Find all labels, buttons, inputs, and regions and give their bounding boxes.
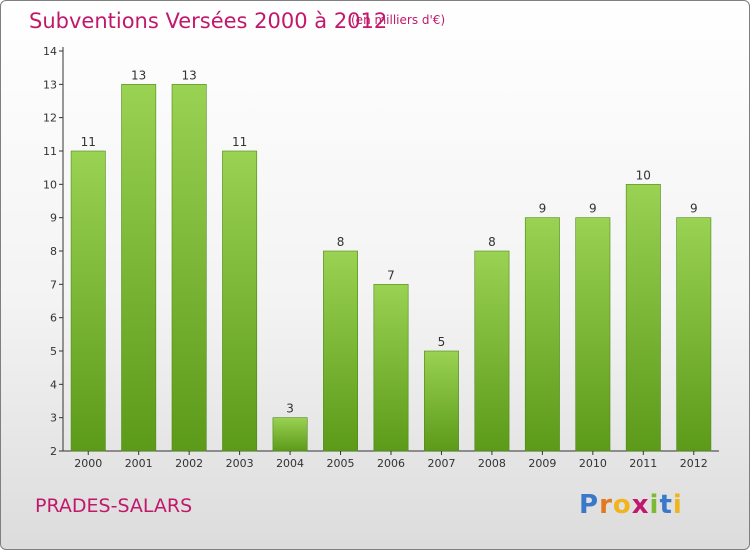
- bar-value-label: 7: [387, 268, 395, 282]
- bar: [676, 217, 712, 452]
- bar-value-label: 13: [182, 68, 197, 82]
- bar-value-label: 5: [438, 335, 446, 349]
- bar: [222, 150, 258, 452]
- x-tick-label: 2003: [226, 457, 254, 470]
- bar: [524, 217, 560, 452]
- bar-value-label: 9: [690, 202, 698, 216]
- y-tick-label: 3: [50, 412, 57, 425]
- x-tick-label: 2009: [528, 457, 556, 470]
- logo-letter: r: [599, 490, 613, 520]
- bar: [272, 417, 308, 452]
- x-tick-label: 2002: [175, 457, 203, 470]
- bar: [121, 84, 157, 452]
- bar-value-label: 9: [539, 202, 547, 216]
- bar: [625, 184, 661, 452]
- x-tick-label: 2010: [579, 457, 607, 470]
- bar: [323, 250, 358, 452]
- y-tick-label: 9: [50, 212, 57, 225]
- x-tick-label: 2005: [327, 457, 355, 470]
- x-tick-label: 2000: [74, 457, 102, 470]
- bar-value-label: 11: [81, 135, 96, 149]
- y-tick-label: 14: [43, 45, 57, 58]
- chart-title: Subventions Versées 2000 à 2012: [29, 9, 388, 33]
- logo-letter: t: [659, 490, 673, 520]
- bar-value-label: 11: [232, 135, 247, 149]
- bar: [171, 84, 207, 452]
- y-tick-label: 10: [43, 178, 57, 191]
- x-tick-label: 2012: [680, 457, 708, 470]
- y-tick-label: 2: [50, 445, 57, 458]
- bar-value-label: 10: [636, 168, 651, 182]
- x-tick-label: 2001: [125, 457, 153, 470]
- bar: [424, 350, 459, 452]
- x-tick-label: 2011: [629, 457, 657, 470]
- logo-letter: P: [579, 490, 600, 520]
- bar-value-label: 3: [286, 402, 294, 416]
- logo-letter: i: [649, 490, 660, 520]
- y-tick-label: 5: [50, 345, 57, 358]
- x-tick-label: 2004: [276, 457, 304, 470]
- y-tick-label: 12: [43, 112, 57, 125]
- logo-letter: i: [672, 490, 683, 520]
- y-tick-label: 7: [50, 278, 57, 291]
- y-tick-label: 8: [50, 245, 57, 258]
- bar: [373, 284, 409, 452]
- y-tick-label: 13: [43, 78, 57, 91]
- bar: [70, 150, 106, 452]
- y-tick-label: 6: [50, 312, 57, 325]
- logo-letter: x: [631, 490, 650, 520]
- x-tick-label: 2007: [427, 457, 455, 470]
- bar-value-label: 8: [488, 235, 496, 249]
- logo-letter: o: [612, 490, 632, 520]
- bar: [575, 217, 611, 452]
- proxiti-logo: Proxiti: [579, 490, 683, 520]
- x-tick-label: 2008: [478, 457, 506, 470]
- bar-value-label: 13: [131, 68, 146, 82]
- bar-value-label: 9: [589, 202, 597, 216]
- bar: [474, 250, 510, 452]
- commune-name: PRADES-SALARS: [35, 495, 193, 517]
- chart-unit-note: (en milliers d'€): [351, 13, 446, 27]
- y-tick-label: 11: [43, 145, 57, 158]
- bar-value-label: 8: [337, 235, 345, 249]
- x-tick-label: 2006: [377, 457, 405, 470]
- y-tick-label: 4: [50, 378, 57, 391]
